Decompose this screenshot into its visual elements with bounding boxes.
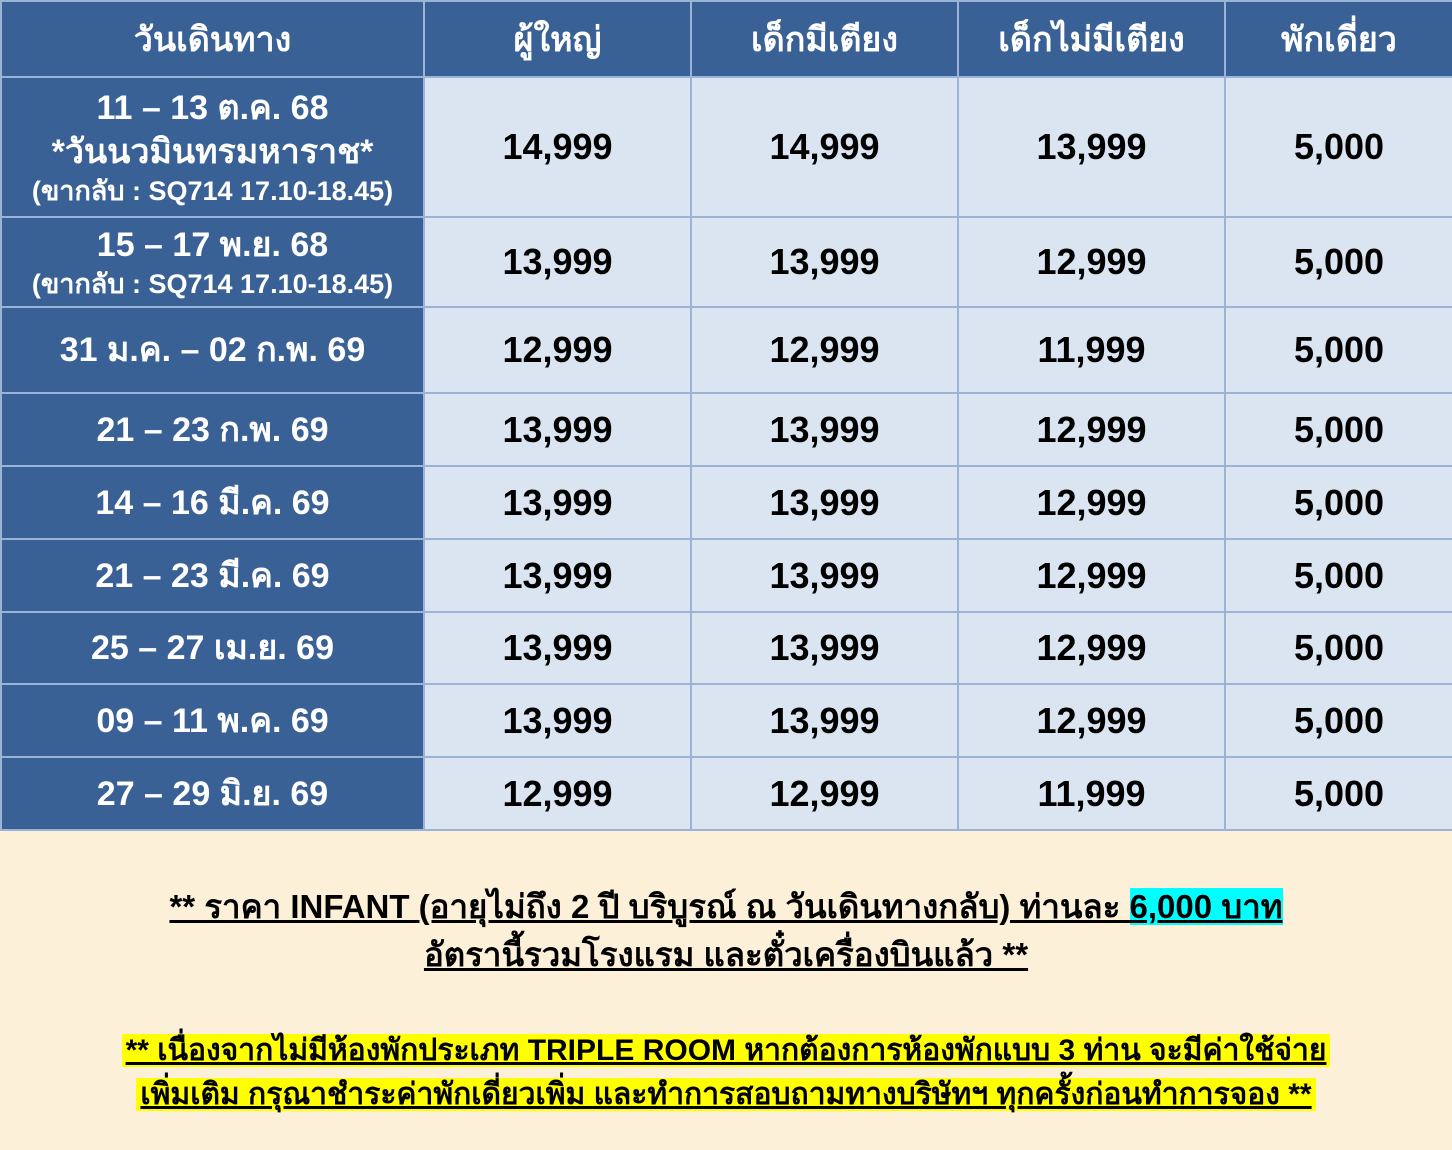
- price-cell: 5,000: [1224, 216, 1452, 308]
- column-header: พักเดี่ยว: [1224, 0, 1452, 78]
- table-row: 15 – 17 พ.ย. 68 (ขากลับ : SQ714 17.10-18.…: [0, 216, 1452, 308]
- price-cell: 5,000: [1224, 76, 1452, 218]
- price-cell: 5,000: [1224, 756, 1452, 831]
- travel-date: 09 – 11 พ.ค. 69: [96, 701, 329, 740]
- price-table: วันเดินทาง ผู้ใหญ่ เด็กมีเตียง เด็กไม่มีเตี…: [0, 0, 1452, 831]
- date-cell: 15 – 17 พ.ย. 68 (ขากลับ : SQ714 17.10-18.…: [0, 216, 425, 308]
- travel-date: 27 – 29 มิ.ย. 69: [96, 774, 329, 813]
- price-cell: 12,999: [957, 538, 1226, 613]
- price-cell: 13,999: [690, 216, 959, 308]
- travel-date: 21 – 23 ก.พ. 69: [96, 410, 329, 449]
- date-cell: 31 ม.ค. – 02 ก.พ. 69: [0, 306, 425, 394]
- price-cell: 12,999: [423, 756, 692, 831]
- date-cell: 27 – 29 มิ.ย. 69: [0, 756, 425, 831]
- price-cell: 13,999: [690, 392, 959, 467]
- infant-price: 6,000 บาท: [1129, 888, 1283, 925]
- price-cell: 11,999: [957, 306, 1226, 394]
- price-cell: 5,000: [1224, 538, 1452, 613]
- notes-section: ** ราคา INFANT (อายุไม่ถึง 2 ปี บริบูรณ์…: [0, 883, 1452, 1117]
- date-cell: 21 – 23 มี.ค. 69: [0, 538, 425, 613]
- price-cell: 14,999: [690, 76, 959, 218]
- triple-note-line1: ** เนื่องจากไม่มีห้องพักประเภท TRIPLE RO…: [121, 1034, 1331, 1067]
- table-row: 27 – 29 มิ.ย. 69 12,999 12,999 11,999 5,000: [0, 756, 1452, 831]
- date-cell: 09 – 11 พ.ค. 69: [0, 683, 425, 758]
- price-cell: 13,999: [423, 683, 692, 758]
- travel-date: 14 – 16 มี.ค. 69: [95, 483, 330, 522]
- travel-date: 31 ม.ค. – 02 ก.พ. 69: [59, 331, 366, 369]
- travel-date: 21 – 23 มี.ค. 69: [95, 556, 330, 595]
- price-cell: 5,000: [1224, 465, 1452, 540]
- table-row: 31 ม.ค. – 02 ก.พ. 69 12,999 12,999 11,999 5,…: [0, 306, 1452, 394]
- price-cell: 13,999: [423, 216, 692, 308]
- price-cell: 12,999: [690, 756, 959, 831]
- price-cell: 12,999: [957, 683, 1226, 758]
- price-cell: 12,999: [957, 611, 1226, 685]
- infant-note-text: ** ราคา INFANT (อายุไม่ถึง 2 ปี บริบูรณ์…: [169, 888, 1130, 925]
- price-cell: 5,000: [1224, 683, 1452, 758]
- price-cell: 13,999: [690, 611, 959, 685]
- return-flight: (ขากลับ : SQ714 17.10-18.45): [31, 269, 394, 299]
- price-cell: 13,999: [690, 538, 959, 613]
- price-cell: 13,999: [423, 465, 692, 540]
- column-header: เด็กไม่มีเตียง: [957, 0, 1226, 78]
- travel-date: 25 – 27 เม.ย. 69: [91, 629, 334, 667]
- price-cell: 13,999: [957, 76, 1226, 218]
- price-cell: 13,999: [690, 465, 959, 540]
- price-cell: 12,999: [957, 392, 1226, 467]
- price-cell: 13,999: [423, 538, 692, 613]
- holiday-note: *วันนวมินทรมหาราช*: [51, 133, 374, 171]
- triple-room-note: ** เนื่องจากไม่มีห้องพักประเภท TRIPLE RO…: [0, 1029, 1452, 1117]
- price-cell: 5,000: [1224, 392, 1452, 467]
- table-row: 09 – 11 พ.ค. 69 13,999 13,999 12,999 5,000: [0, 683, 1452, 758]
- table-row: 25 – 27 เม.ย. 69 13,999 13,999 12,999 5,000: [0, 611, 1452, 685]
- price-cell: 5,000: [1224, 306, 1452, 394]
- date-cell: 11 – 13 ต.ค. 68 *วันนวมินทรมหาราช* (ขากลับ…: [0, 76, 425, 218]
- price-cell: 12,999: [423, 306, 692, 394]
- table-row: 21 – 23 มี.ค. 69 13,999 13,999 12,999 5,000: [0, 538, 1452, 613]
- price-cell: 12,999: [690, 306, 959, 394]
- column-header: ผู้ใหญ่: [423, 0, 692, 78]
- price-cell: 14,999: [423, 76, 692, 218]
- table-header-row: วันเดินทาง ผู้ใหญ่ เด็กมีเตียง เด็กไม่มีเตี…: [0, 0, 1452, 78]
- infant-note-line2: อัตรานี้รวมโรงแรม และตั๋วเครื่องบินแล้ว …: [423, 936, 1029, 973]
- price-cell: 11,999: [957, 756, 1226, 831]
- column-header: เด็กมีเตียง: [690, 0, 959, 78]
- triple-note-line2: เพิ่มเติม กรุณาชำระค่าพักเดี่ยวเพิ่ม และ…: [136, 1078, 1316, 1111]
- travel-date: 15 – 17 พ.ย. 68: [96, 226, 329, 264]
- price-cell: 5,000: [1224, 611, 1452, 685]
- date-cell: 21 – 23 ก.พ. 69: [0, 392, 425, 467]
- return-flight: (ขากลับ : SQ714 17.10-18.45): [31, 176, 394, 206]
- travel-date: 11 – 13 ต.ค. 68: [96, 89, 329, 127]
- price-cell: 13,999: [423, 392, 692, 467]
- price-cell: 13,999: [423, 611, 692, 685]
- date-cell: 25 – 27 เม.ย. 69: [0, 611, 425, 685]
- price-cell: 13,999: [690, 683, 959, 758]
- table-row: 11 – 13 ต.ค. 68 *วันนวมินทรมหาราช* (ขากลับ…: [0, 76, 1452, 218]
- infant-note: ** ราคา INFANT (อายุไม่ถึง 2 ปี บริบูรณ์…: [0, 883, 1452, 979]
- date-cell: 14 – 16 มี.ค. 69: [0, 465, 425, 540]
- table-row: 21 – 23 ก.พ. 69 13,999 13,999 12,999 5,000: [0, 392, 1452, 467]
- price-cell: 12,999: [957, 216, 1226, 308]
- price-cell: 12,999: [957, 465, 1226, 540]
- column-header: วันเดินทาง: [0, 0, 425, 78]
- table-row: 14 – 16 มี.ค. 69 13,999 13,999 12,999 5,000: [0, 465, 1452, 540]
